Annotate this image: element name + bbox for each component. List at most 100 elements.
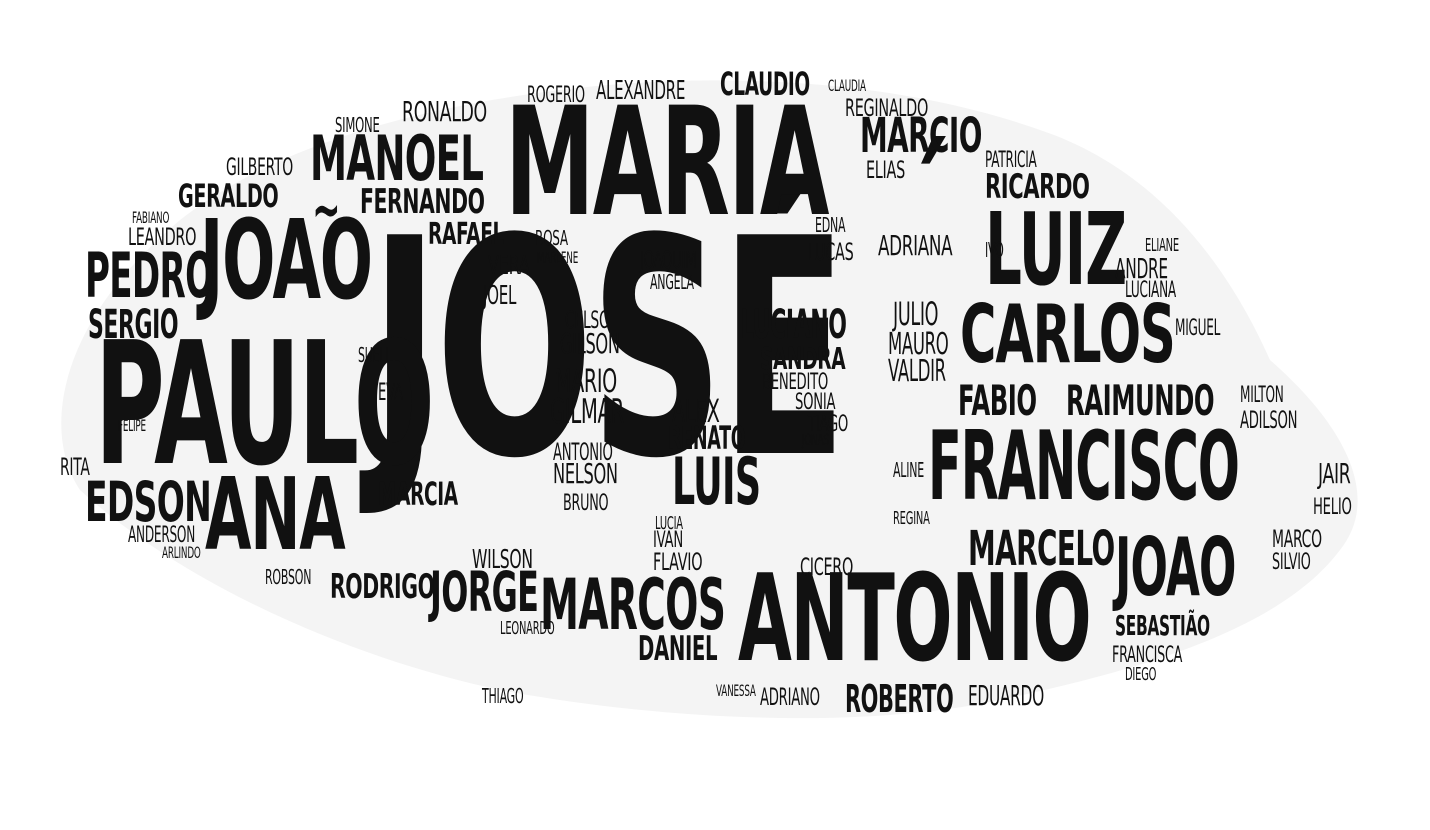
word-aline: ALINE bbox=[893, 458, 924, 482]
word-cloud-shape bbox=[61, 80, 1358, 719]
word-renato: RENATO bbox=[668, 419, 746, 457]
word-jonas: JONAS bbox=[802, 430, 829, 449]
word-gilmar: GILMAR bbox=[550, 392, 624, 432]
word-leonardo: LEONARDO bbox=[500, 618, 555, 639]
word-edson: EDSON bbox=[85, 470, 212, 534]
word-anderson: ANDERSON bbox=[128, 523, 196, 548]
word-luciana: LUCIANA bbox=[1125, 278, 1176, 303]
word-rita: RITA bbox=[60, 453, 90, 481]
word-alex: ALEX bbox=[672, 392, 720, 430]
word-bruno: BRUNO bbox=[563, 491, 609, 516]
word-marlene: MARLENE bbox=[537, 248, 579, 267]
word-angela: ANGELA bbox=[650, 270, 694, 294]
word-pedro: PEDRO bbox=[85, 239, 214, 312]
word-marcos: MARCOS bbox=[540, 564, 726, 646]
word-gilson: GILSON bbox=[560, 327, 620, 360]
word-luis: LUIS bbox=[672, 445, 761, 520]
word-miguel: MIGUEL bbox=[1175, 316, 1221, 341]
word-carlos: CARLOS bbox=[960, 288, 1176, 381]
word-ronaldo: RONALDO bbox=[402, 95, 487, 128]
word-wilson: WILSON bbox=[472, 545, 533, 575]
word-felipe: FELIPE bbox=[118, 416, 146, 435]
word-rogerio: ROGERIO bbox=[527, 83, 585, 108]
word-claudia: CLAUDIA bbox=[828, 76, 866, 95]
word-lucia: LUCIA bbox=[655, 513, 683, 534]
word-ricardo: RICARDO bbox=[985, 167, 1090, 207]
word-sonia: SONIA bbox=[795, 390, 836, 415]
word-benedito: BENEDITO bbox=[762, 370, 829, 395]
word-eliane: ELIANE bbox=[1145, 235, 1179, 256]
word-jorge: JORGE bbox=[430, 560, 539, 624]
word-roberto: ROBERTO bbox=[845, 677, 954, 721]
word-adriana: ADRIANA bbox=[878, 229, 953, 262]
word-daniel: DANIEL bbox=[638, 629, 718, 669]
word-edna: EDNA bbox=[815, 213, 846, 237]
word-adilson: ADILSON bbox=[1240, 406, 1298, 434]
word-adriano: ADRIANO bbox=[760, 683, 820, 711]
word-fabio: FABIO bbox=[958, 376, 1037, 425]
word-jair: JAIR bbox=[1318, 457, 1351, 490]
word-marcia: MARCIA bbox=[378, 475, 458, 513]
word-luiz: LUIZ bbox=[985, 191, 1127, 308]
word-reginaldo: REGINALDO bbox=[845, 94, 928, 122]
word-simone: SIMONE bbox=[335, 113, 380, 137]
word-alexandre: ALEXANDRE bbox=[596, 76, 686, 106]
word-mauro: MAURO bbox=[888, 327, 949, 362]
word-joaquim: JOAQUIM bbox=[640, 246, 697, 274]
word-jose: JOSÉ bbox=[370, 175, 847, 524]
word-fabiano: FABIANO bbox=[132, 208, 170, 227]
word-eduardo: EDUARDO bbox=[968, 679, 1044, 712]
word-francisco: FRANCISCO bbox=[928, 412, 1240, 522]
word-raimundo: RAIMUNDO bbox=[1066, 376, 1215, 425]
word-arlindo: ARLINDO bbox=[162, 543, 201, 562]
word-sergio: SERGIO bbox=[88, 302, 179, 348]
word-joao-right: JOAO bbox=[1115, 521, 1236, 614]
word-celso: CELSO bbox=[565, 306, 610, 334]
word-joao-left-tilde: ~ bbox=[312, 175, 341, 245]
word-marcelo: MARCELO bbox=[968, 521, 1115, 577]
word-fernando: FERNANDO bbox=[360, 182, 485, 222]
word-marcio: MARCIO bbox=[860, 108, 982, 164]
word-francisca: FRANCISCA bbox=[1112, 643, 1183, 668]
word-flavio: FLAVIO bbox=[653, 548, 703, 576]
word-cicero: CICERO bbox=[800, 553, 854, 581]
word-maria: MARIA bbox=[505, 76, 829, 250]
word-antonio-small: ANTONIO bbox=[553, 438, 613, 466]
word-sandra: SANDRA bbox=[760, 342, 846, 377]
word-eva: EVA bbox=[378, 378, 403, 406]
word-regina: REGINA bbox=[893, 508, 930, 529]
word-vanessa: VANESSA bbox=[716, 681, 756, 700]
word-valdir: VALDIR bbox=[888, 354, 946, 389]
word-mario: MARIO bbox=[555, 362, 617, 400]
word-sebastiao: SEBASTIÃO bbox=[1115, 609, 1210, 642]
word-silvio: SILVIO bbox=[1272, 550, 1311, 575]
word-tiago: TIAGO bbox=[808, 412, 849, 437]
word-suely: SUELI bbox=[358, 343, 389, 367]
word-helio: HELIO bbox=[1313, 495, 1352, 520]
word-maria-accent: ´ bbox=[905, 118, 950, 292]
word-manoel: MANOEL bbox=[310, 122, 484, 195]
word-claudio: CLAUDIO bbox=[720, 65, 810, 103]
word-patricia: PATRICIA bbox=[985, 148, 1037, 173]
word-marco: MARCO bbox=[1272, 525, 1322, 553]
word-joel: JOEL bbox=[483, 281, 517, 311]
word-nelson: NELSON bbox=[553, 457, 618, 490]
word-gilberto: GILBERTO bbox=[226, 153, 293, 181]
word-robson: ROBSON bbox=[265, 565, 312, 589]
word-antonio: ANTONIO bbox=[738, 550, 1092, 689]
word-vera: VERA bbox=[488, 251, 530, 281]
word-lucas: LUCAS bbox=[808, 238, 854, 266]
word-geraldo: GERALDO bbox=[178, 177, 279, 215]
word-ivan: IVAN bbox=[653, 528, 683, 553]
word-joao-left: JOAO bbox=[200, 196, 373, 324]
word-rafael: RAFAEL bbox=[428, 217, 505, 252]
word-luciano: LUCIANO bbox=[740, 302, 847, 348]
word-leandro: LEANDRO bbox=[128, 223, 197, 251]
word-ana: ANA bbox=[205, 456, 346, 573]
word-ivo: IVO bbox=[985, 238, 1004, 262]
word-rosa: ROSA bbox=[535, 226, 568, 250]
word-diego: DIEGO bbox=[1125, 664, 1157, 685]
word-andre: ANDRE bbox=[1115, 252, 1168, 285]
word-thiago: THIAGO bbox=[482, 684, 524, 708]
